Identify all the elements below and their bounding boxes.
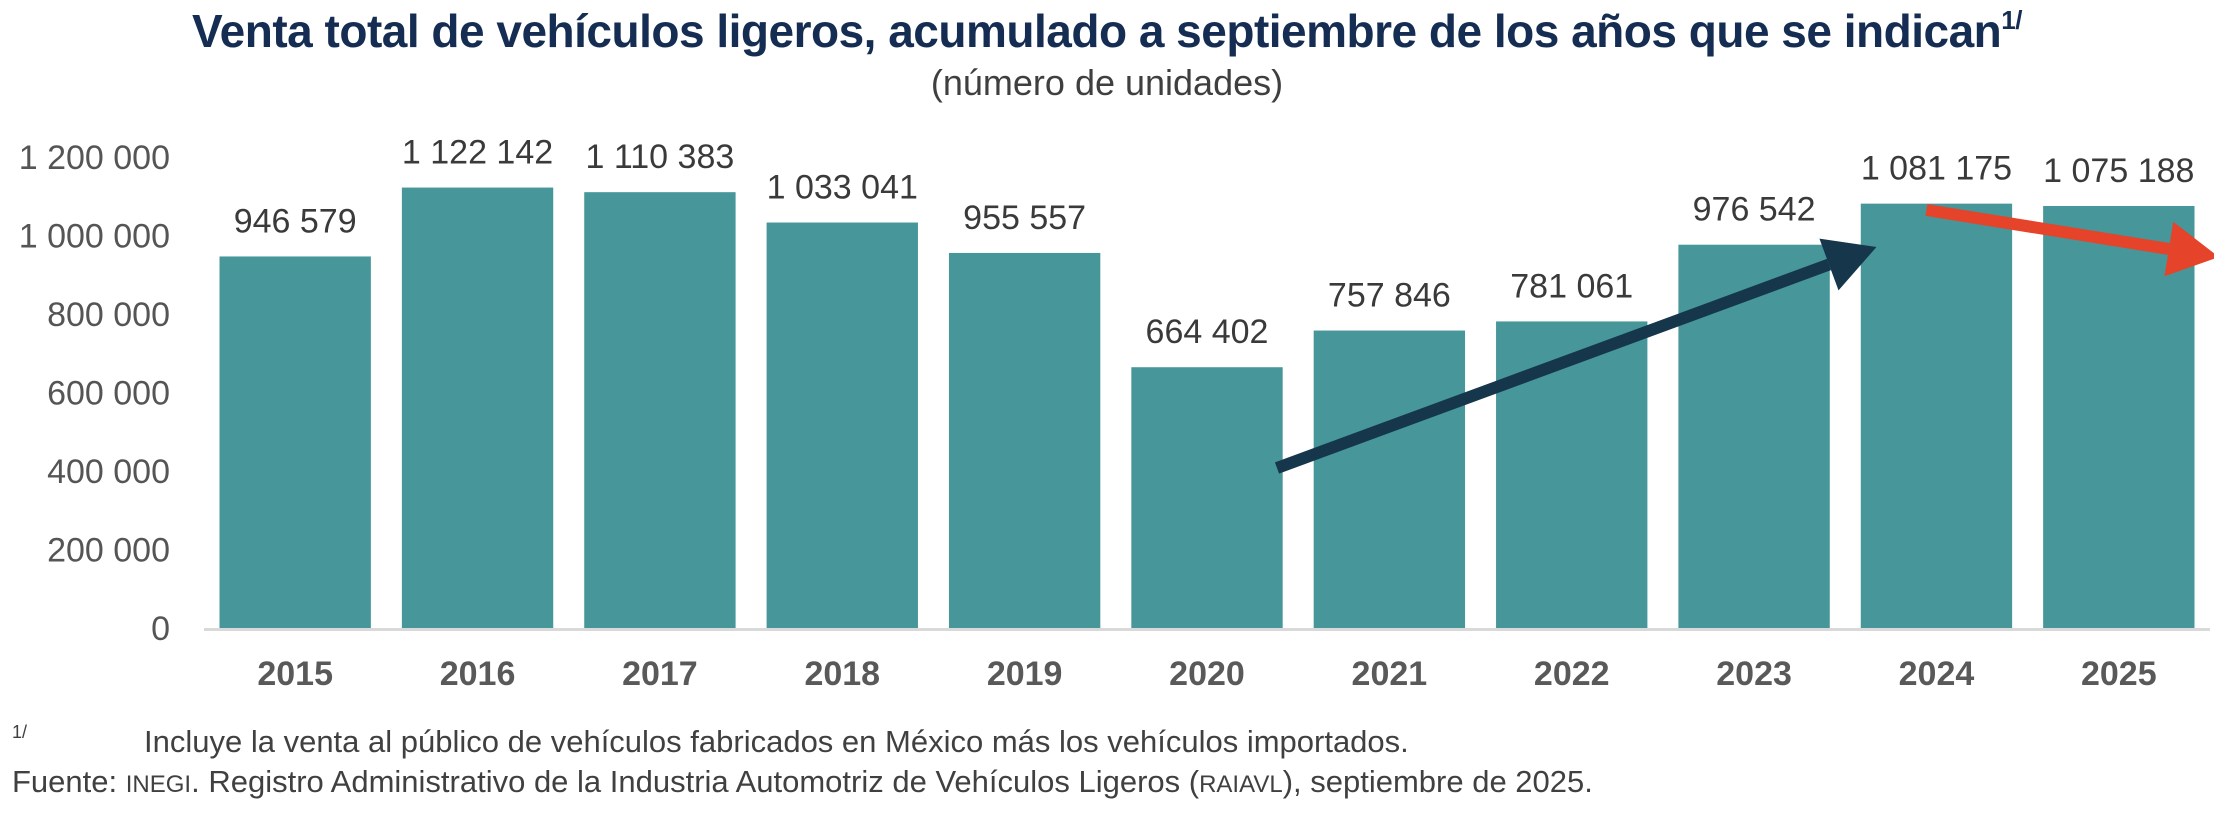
x-tick-label: 2022 — [1534, 655, 1610, 693]
bar-chart: 0 200 000 400 000 600 000 800 000 1 000 000 1 … — [19, 134, 2214, 693]
bar — [219, 256, 371, 628]
bar — [1131, 367, 1283, 628]
data-label: 1 033 041 — [767, 169, 918, 207]
x-tick-label: 2019 — [987, 655, 1063, 693]
bar — [1678, 244, 1830, 628]
footnote-marker: 1/ — [12, 722, 28, 742]
y-tick-label: 400 000 — [47, 453, 170, 491]
bars — [219, 187, 2195, 629]
data-label: 757 846 — [1328, 277, 1451, 315]
y-tick-label: 0 — [151, 610, 170, 648]
title-footnote-marker: 1/ — [2001, 5, 2022, 35]
x-tick-label: 2024 — [1899, 655, 1975, 693]
footnote-text: Incluye la venta al público de vehículos… — [144, 724, 1409, 759]
bar — [1860, 203, 2013, 629]
x-tick-label: 2015 — [257, 655, 333, 693]
data-labels: 946 579 1 122 142 1 110 383 1 033 041 955 55… — [234, 134, 2195, 352]
data-label: 1 110 383 — [586, 138, 735, 176]
source-suffix: ), septiembre de 2025. — [1282, 764, 1593, 799]
y-tick-label: 1 000 000 — [19, 218, 170, 256]
bar — [948, 252, 1101, 628]
chart-subtitle: (número de unidades) — [930, 62, 1284, 103]
bar — [766, 222, 918, 628]
x-tick-label: 2025 — [2081, 655, 2157, 693]
data-label: 664 402 — [1146, 313, 1269, 351]
source-text: . Registro Administrativo de la Industri… — [191, 764, 1200, 799]
source-org: INEGI — [125, 771, 192, 798]
y-axis: 0 200 000 400 000 600 000 800 000 1 000 000 1 … — [19, 139, 170, 648]
data-label: 781 061 — [1510, 267, 1633, 305]
down-trend-arrow — [1925, 204, 2214, 277]
up-trend-arrow — [1274, 238, 1877, 474]
down-trend-arrow-head — [2164, 221, 2214, 277]
x-tick-label: 2018 — [804, 655, 880, 693]
source-prefix: Fuente: — [12, 764, 126, 799]
x-tick-label: 2023 — [1716, 655, 1792, 693]
x-tick-label: 2016 — [440, 655, 516, 693]
trend-arrows — [1274, 204, 2214, 474]
bar — [584, 192, 736, 628]
source-acronym: RAIAVL — [1199, 771, 1283, 798]
data-label: 946 579 — [234, 202, 357, 240]
footnote-source: Fuente: INEGI. Registro Administrativo d… — [12, 764, 1593, 800]
bar — [1496, 321, 1648, 628]
x-tick-label: 2021 — [1352, 655, 1428, 693]
chart-title: Venta total de vehículos ligeros, acumul… — [0, 4, 2214, 58]
footnote-note: 1/Incluye la venta al público de vehícul… — [12, 722, 1409, 760]
bar — [401, 187, 554, 628]
data-label: 976 542 — [1693, 191, 1816, 229]
bar — [1313, 330, 1466, 628]
x-axis: 2015 2016 2017 2018 2019 2020 2021 2022 2023 2024… — [257, 655, 2156, 693]
up-trend-arrow-head — [1819, 238, 1877, 291]
bar — [2043, 205, 2195, 628]
x-tick-label: 2017 — [622, 655, 698, 693]
y-tick-label: 200 000 — [47, 532, 170, 570]
data-label: 955 557 — [963, 199, 1086, 237]
data-label: 1 122 142 — [402, 134, 553, 172]
data-label: 1 075 188 — [2043, 152, 2194, 190]
chart-title-text: Venta total de vehículos ligeros, acumul… — [192, 5, 2002, 57]
down-trend-arrow-shaft — [1925, 204, 2170, 255]
x-tick-label: 2020 — [1169, 655, 1245, 693]
up-trend-arrow-shaft — [1274, 258, 1832, 474]
y-tick-label: 600 000 — [47, 375, 170, 413]
y-tick-label: 1 200 000 — [19, 139, 170, 177]
data-label: 1 081 175 — [1861, 150, 2012, 188]
y-tick-label: 800 000 — [47, 296, 170, 334]
